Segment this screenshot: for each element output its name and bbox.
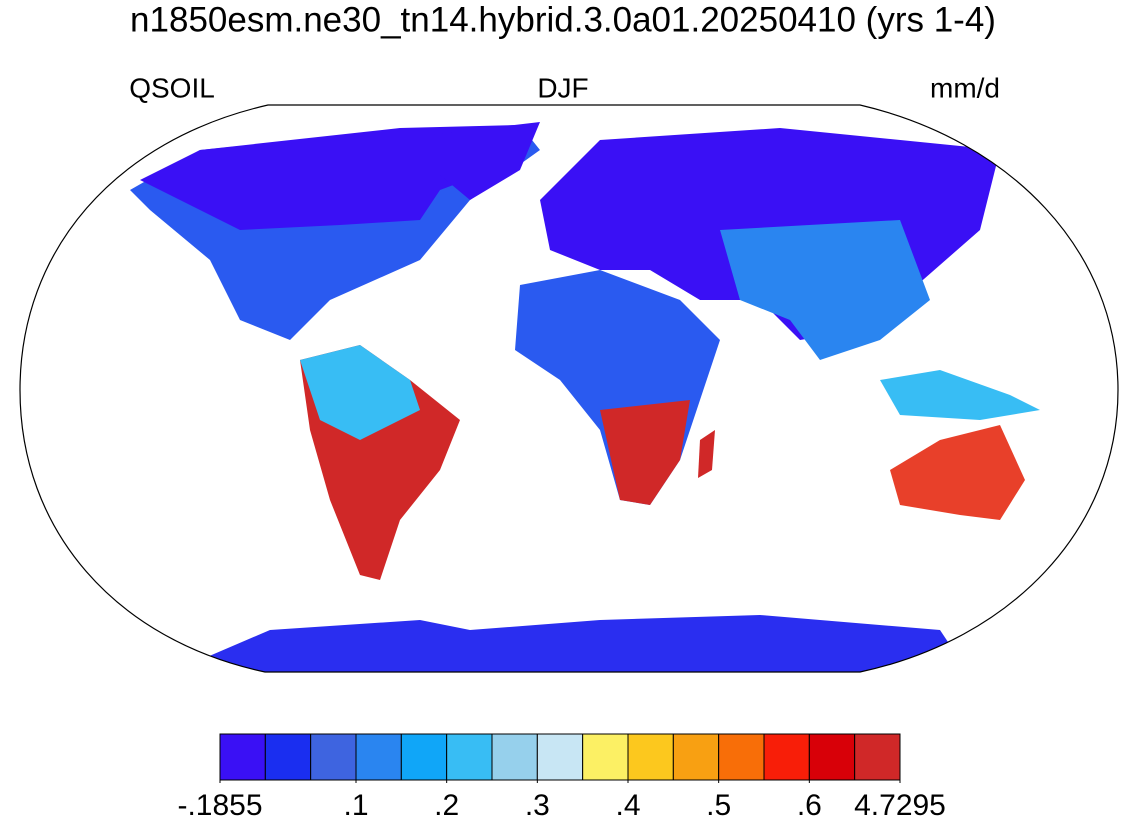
map — [19, 104, 1119, 673]
colorbar-box — [400, 733, 448, 781]
colorbar-label: -.1855 — [177, 789, 262, 822]
colorbar-label: .1 — [343, 789, 368, 822]
colorbar-box — [536, 733, 584, 781]
north-america-north — [140, 125, 520, 230]
colorbar-box — [491, 733, 538, 781]
indonesia — [880, 370, 1040, 420]
colorbar-label: .4 — [615, 789, 640, 822]
colorbar-box — [718, 733, 765, 781]
greenland — [430, 122, 540, 200]
colorbar-box — [264, 733, 312, 781]
colorbar-box — [310, 733, 357, 781]
variable: QSOIL — [129, 72, 215, 103]
antarctica — [200, 615, 960, 672]
colorbar-label: .6 — [797, 789, 822, 822]
colorbar-label: .2 — [434, 789, 459, 822]
colorbar-box — [763, 733, 810, 781]
madagascar — [698, 430, 715, 478]
colorbar-box — [582, 733, 629, 781]
colorbar-label: .5 — [706, 789, 731, 822]
colorbar-box — [355, 733, 402, 781]
colorbar-label: .3 — [525, 789, 550, 822]
colorbar-box — [672, 733, 720, 781]
colorbar-box — [219, 733, 266, 781]
map-frame — [19, 104, 1119, 673]
colorbar-box — [854, 733, 901, 781]
colorbar-box — [627, 733, 674, 781]
amazon — [300, 345, 420, 440]
colorbar-label: 4.7295 — [854, 789, 946, 822]
colorbar-box — [446, 733, 493, 781]
season: DJF — [537, 72, 588, 103]
units: mm/d — [930, 72, 1000, 103]
title: n1850esm.ne30_tn14.hybrid.3.0a01.2025041… — [130, 0, 996, 39]
colorbar-box — [808, 733, 856, 781]
africa-south — [600, 400, 690, 505]
colorbar: -.1855 .1 .2 .3 .4 .5 .6 4.7295 — [177, 733, 946, 822]
australia — [890, 425, 1025, 520]
asia-south — [720, 220, 930, 360]
